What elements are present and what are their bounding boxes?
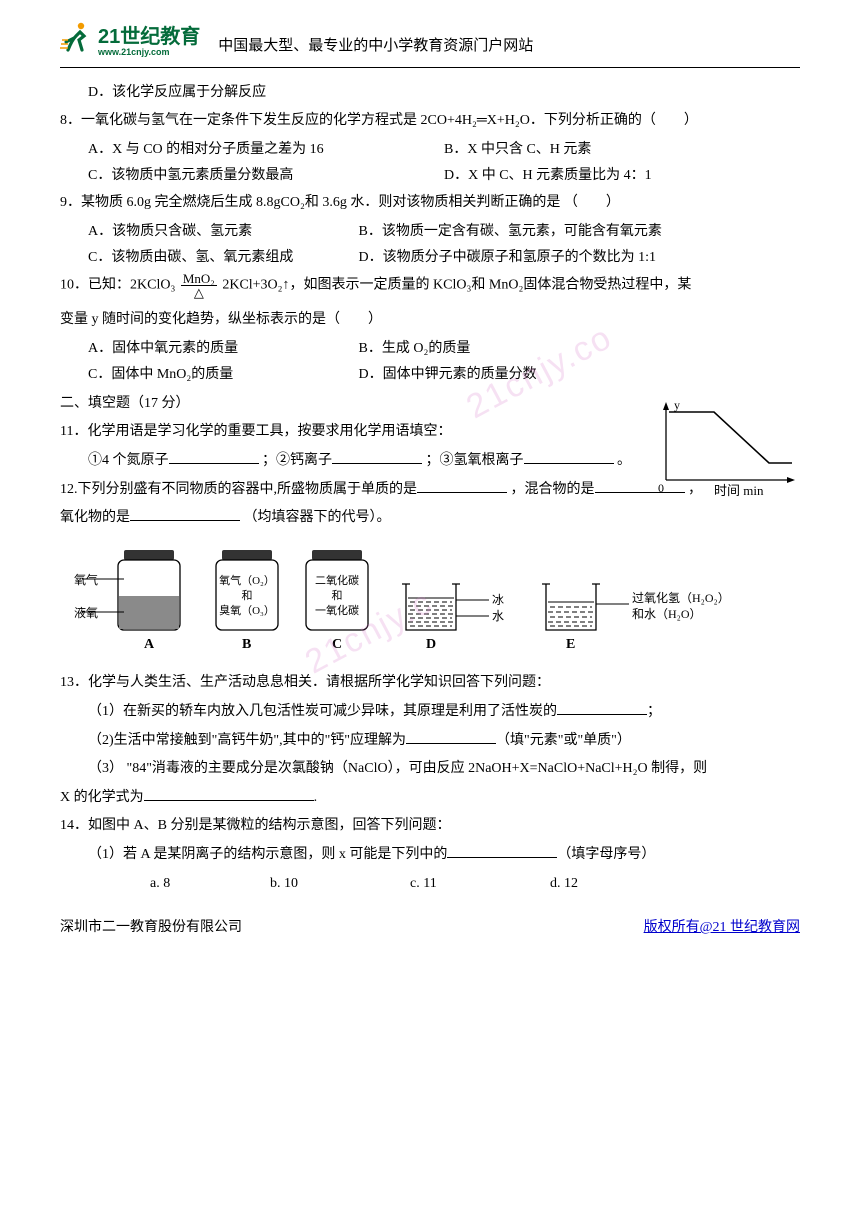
- chart-y-label: y: [674, 400, 680, 412]
- q8-c: C．该物质中氢元素质量分数最高: [88, 163, 444, 190]
- blank[interactable]: [524, 450, 614, 464]
- q14-b: b. 10: [270, 871, 410, 898]
- q9-a: A．该物质只含碳、氢元素: [88, 219, 359, 246]
- blank[interactable]: [332, 450, 422, 464]
- q10-a: A．固体中氧元素的质量: [88, 336, 359, 363]
- svg-text:E: E: [566, 637, 575, 652]
- blank[interactable]: [447, 844, 557, 858]
- footer-company: 深圳市二一教育股份有限公司: [60, 915, 242, 942]
- q13-2: （2)生活中常接触到"高钙牛奶",其中的"钙"应理解为（填"元素"或"单质"）: [60, 728, 800, 755]
- blank[interactable]: [144, 787, 314, 801]
- q10-stem-post: 2KCl+3O₂↑，如图表示一定质量的 KClO₃和 MnO₂固体混合物受热过程…: [222, 277, 691, 292]
- vessel-a: 氧气 液氧 A: [74, 550, 180, 652]
- svg-text:水: 水: [492, 609, 504, 623]
- logo-url: www.21cnjy.com: [98, 48, 200, 57]
- svg-text:冰: 冰: [492, 593, 504, 607]
- chart-x-label: 时间 min: [714, 483, 764, 498]
- svg-text:0: 0: [658, 481, 664, 495]
- vessel-e: 过氧化氢（H₂O₂） 和水（H₂O） E: [542, 584, 730, 652]
- svg-text:过氧化氢（H₂O₂）: 过氧化氢（H₂O₂）: [632, 590, 730, 605]
- q8-a: A．X 与 CO 的相对分子质量之差为 16: [88, 137, 444, 164]
- svg-text:和水（H₂O）: 和水（H₂O）: [632, 607, 702, 621]
- svg-text:臭氧（O₃）: 臭氧（O₃）: [219, 603, 275, 617]
- q10-c: C．固体中 MnO₂的质量: [88, 362, 359, 389]
- blank[interactable]: [130, 507, 240, 521]
- q10-stem: 10．已知：2KClO₃ MnO₂ △ 2KCl+3O₂↑，如图表示一定质量的 …: [60, 272, 800, 299]
- runner-icon: [60, 20, 94, 65]
- svg-text:氧气（O₂）: 氧气（O₂）: [219, 573, 275, 587]
- q8-stem: 8．一氧化碳与氢气在一定条件下发生反应的化学方程式是 2CO+4H₂═X+H₂O…: [60, 108, 800, 135]
- logo-brand: 21世纪教育: [98, 27, 200, 48]
- content: 21cnjy.co 21cnjy.c D．该化学反应属于分解反应 8．一氧化碳与…: [60, 80, 800, 898]
- q14-stem: 14．如图中 A、B 分别是某微粒的结构示意图，回答下列问题：: [60, 813, 800, 840]
- vessel-c: 二氧化碳 和 一氧化碳 C: [306, 550, 368, 652]
- reaction-condition-icon: MnO₂ △: [181, 272, 217, 299]
- q10-b: B．生成 O₂的质量: [359, 336, 471, 363]
- q14-1: （1）若 A 是某阴离子的结构示意图，则 x 可能是下列中的（填字母序号）: [60, 842, 800, 869]
- svg-text:和: 和: [242, 589, 253, 602]
- vessel-d: 冰 水 D: [402, 584, 504, 652]
- svg-text:C: C: [332, 637, 342, 652]
- q8-d: D．X 中 C、H 元素质量比为 4：1: [444, 163, 800, 190]
- q7-option-d: D．该化学反应属于分解反应: [60, 80, 800, 107]
- q10-stem-pre: 10．已知：2KClO₃: [60, 277, 175, 292]
- q13-1: （1）在新买的轿车内放入几包活性炭可减少异味，其原理是利用了活性炭的；: [60, 699, 800, 726]
- q8-b: B．X 中只含 C、H 元素: [444, 137, 800, 164]
- svg-text:B: B: [242, 637, 251, 652]
- q10-d: D．固体中钾元素的质量分数: [359, 362, 537, 389]
- svg-text:二氧化碳: 二氧化碳: [315, 573, 359, 587]
- blank[interactable]: [406, 730, 496, 744]
- svg-text:和: 和: [332, 589, 343, 602]
- svg-text:A: A: [144, 637, 155, 652]
- logo: 21世纪教育 www.21cnjy.com: [60, 20, 200, 65]
- q14-c: c. 11: [410, 871, 550, 898]
- q9-stem: 9．某物质 6.0g 完全燃烧后生成 8.8gCO₂和 3.6g 水．则对该物质…: [60, 190, 800, 217]
- q9-c: C．该物质由碳、氢、氧元素组成: [88, 245, 359, 272]
- q13-stem: 13．化学与人类生活、生产活动息息相关．请根据所学化学知识回答下列问题：: [60, 670, 800, 697]
- q14-d: d. 12: [550, 871, 578, 898]
- blank[interactable]: [557, 701, 647, 715]
- blank[interactable]: [417, 479, 507, 493]
- footer-copyright-link[interactable]: 版权所有@21 世纪教育网: [644, 915, 800, 942]
- svg-text:氧气: 氧气: [74, 572, 98, 587]
- q10-line2: 变量 y 随时间的变化趋势，纵坐标表示的是（ ）: [60, 307, 800, 334]
- vessel-b: 氧气（O₂） 和 臭氧（O₃） B: [216, 550, 278, 652]
- q13-4: X 的化学式为.: [60, 785, 800, 812]
- blank[interactable]: [169, 450, 259, 464]
- svg-text:一氧化碳: 一氧化碳: [315, 603, 359, 617]
- vessel-diagram: 氧气 液氧 A 氧气（O₂） 和 臭氧（O₃） B 二氧化碳 和 一氧化碳: [60, 534, 800, 671]
- svg-text:D: D: [426, 637, 436, 652]
- svg-text:液氧: 液氧: [74, 605, 98, 620]
- page-header: 21世纪教育 www.21cnjy.com 中国最大型、最专业的中小学教育资源门…: [60, 20, 800, 68]
- q9-d: D．该物质分子中碳原子和氢原子的个数比为 1:1: [359, 245, 657, 272]
- q9-b: B．该物质一定含有碳、氢元素，可能含有氧元素: [359, 219, 662, 246]
- header-tagline: 中国最大型、最专业的中小学教育资源门户网站: [218, 24, 533, 61]
- q10-chart: y 0 时间 min: [654, 400, 804, 516]
- q14-a: a. 8: [150, 871, 270, 898]
- page-footer: 深圳市二一教育股份有限公司 版权所有@21 世纪教育网: [60, 915, 800, 942]
- q13-3: （3） "84"消毒液的主要成分是次氯酸钠（NaClO），可由反应 2NaOH+…: [60, 756, 800, 783]
